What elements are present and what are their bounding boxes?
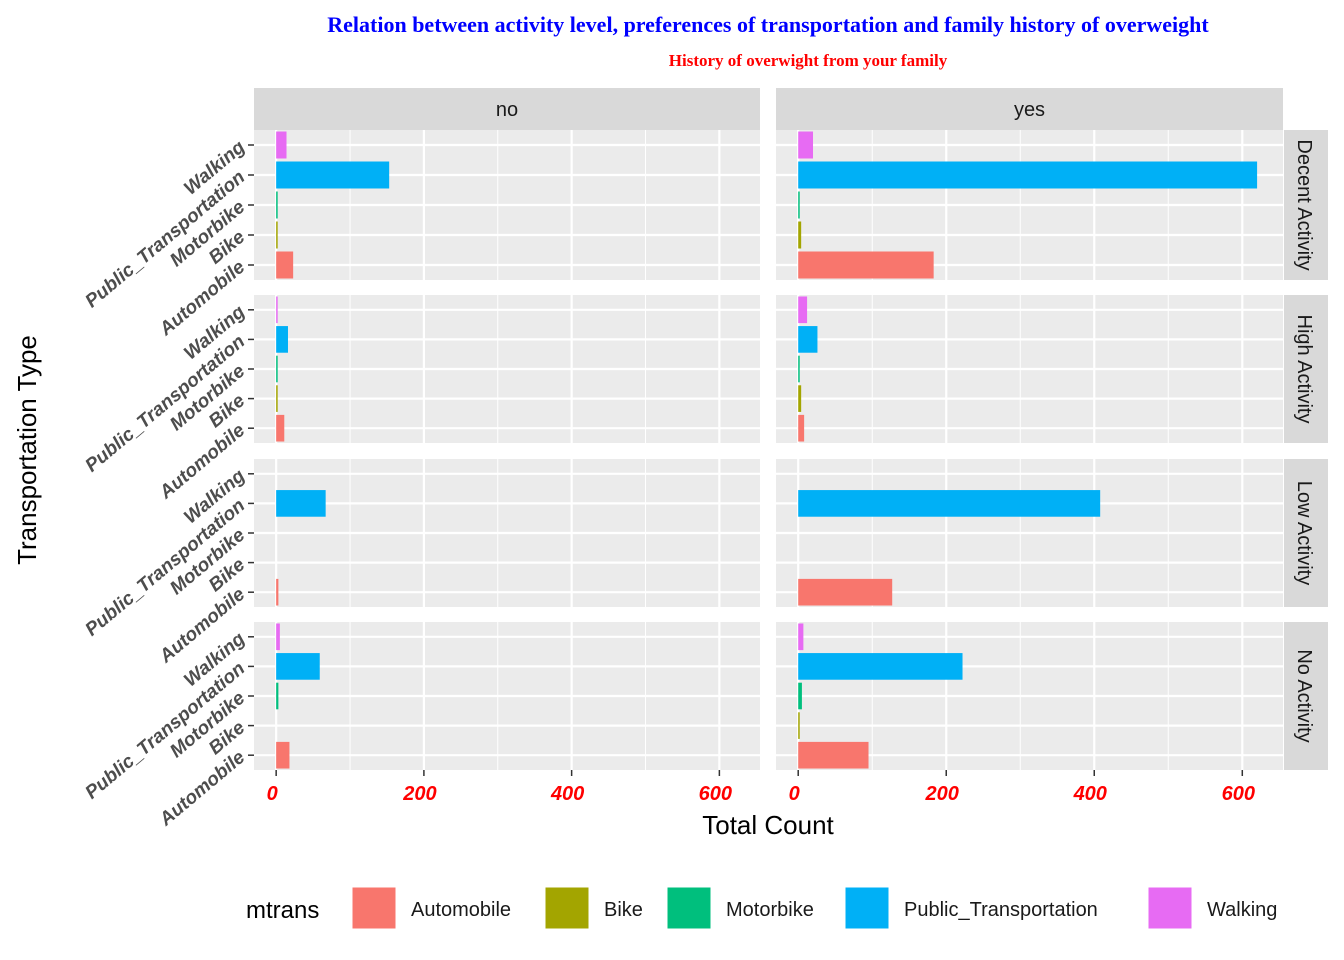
bar-motorbike <box>276 355 278 383</box>
bar-walking <box>798 296 808 324</box>
bar-motorbike <box>798 682 802 710</box>
bar-walking <box>276 131 287 159</box>
legend-label: Public_Transportation <box>904 899 1098 921</box>
bar-automobile <box>798 414 805 442</box>
bar-walking <box>276 296 278 324</box>
y-tick-label: Automobile <box>155 747 250 831</box>
facet-strip-row <box>1284 295 1328 443</box>
bar-bike <box>798 221 802 249</box>
bar-automobile <box>276 741 290 769</box>
legend-key <box>844 886 890 930</box>
bar-public-transportation <box>798 653 963 680</box>
bar-public-transportation <box>276 326 288 353</box>
bar-automobile <box>798 251 934 279</box>
bar-public-transportation <box>276 653 320 680</box>
facet-strip-row-label: Low Activity <box>1293 481 1315 585</box>
bar-walking <box>798 623 804 651</box>
bar-automobile <box>798 578 893 606</box>
facet-strip-row-label: Decent Activity <box>1293 139 1315 270</box>
legend-key <box>544 886 590 930</box>
x-tick-label: 600 <box>1222 783 1255 805</box>
facet-strip-row-label: No Activity <box>1293 649 1315 742</box>
chart-subtitle: History of overwight from your family <box>669 51 948 70</box>
facet-strip-row <box>1284 459 1328 607</box>
legend-label: Walking <box>1207 899 1277 921</box>
facet-strip-col-label: yes <box>1014 99 1045 121</box>
x-tick-label: 400 <box>1073 783 1107 805</box>
legend-label: Bike <box>604 899 643 921</box>
bar-automobile <box>276 578 279 606</box>
facet-strip-row <box>1284 130 1328 280</box>
bar-bike <box>276 221 278 249</box>
bar-bike <box>798 712 800 739</box>
bar-motorbike <box>798 191 800 219</box>
bar-motorbike <box>276 191 278 219</box>
x-axis-title: Total Count <box>702 810 834 840</box>
bar-bike <box>798 385 802 412</box>
x-tick-label: 600 <box>699 783 732 805</box>
bar-motorbike <box>276 682 279 710</box>
bar-public-transportation <box>798 326 818 353</box>
x-tick-label: 400 <box>550 783 584 805</box>
x-tick-label: 0 <box>789 783 800 805</box>
x-tick-label: 200 <box>402 783 436 805</box>
bar-public-transportation <box>798 490 1101 517</box>
legend-title: mtrans <box>246 897 319 924</box>
legend-key <box>666 886 712 930</box>
bar-bike <box>276 385 278 412</box>
facet-strip-row <box>1284 622 1328 770</box>
bar-public-transportation <box>276 490 326 517</box>
bar-motorbike <box>798 355 800 383</box>
y-axis-title: Transportation Type <box>12 335 42 565</box>
facet-strip-row-label: High Activity <box>1293 315 1315 424</box>
bar-automobile <box>798 741 869 769</box>
legend-key <box>351 886 397 930</box>
bar-automobile <box>276 414 285 442</box>
bar-walking <box>276 623 280 651</box>
facet-strip-col <box>254 88 760 130</box>
legend-label: Automobile <box>411 899 511 921</box>
facet-strip-col <box>776 88 1283 130</box>
bar-walking <box>798 131 814 159</box>
bar-public-transportation <box>798 161 1258 189</box>
facet-strip-col-label: no <box>496 99 518 121</box>
bar-public-transportation <box>276 161 390 189</box>
legend-label: Motorbike <box>726 899 814 921</box>
chart-title: Relation between activity level, prefere… <box>327 12 1209 37</box>
x-tick-label: 0 <box>267 783 278 805</box>
x-tick-label: 200 <box>925 783 959 805</box>
legend-key <box>1147 886 1193 930</box>
bar-automobile <box>276 251 294 279</box>
